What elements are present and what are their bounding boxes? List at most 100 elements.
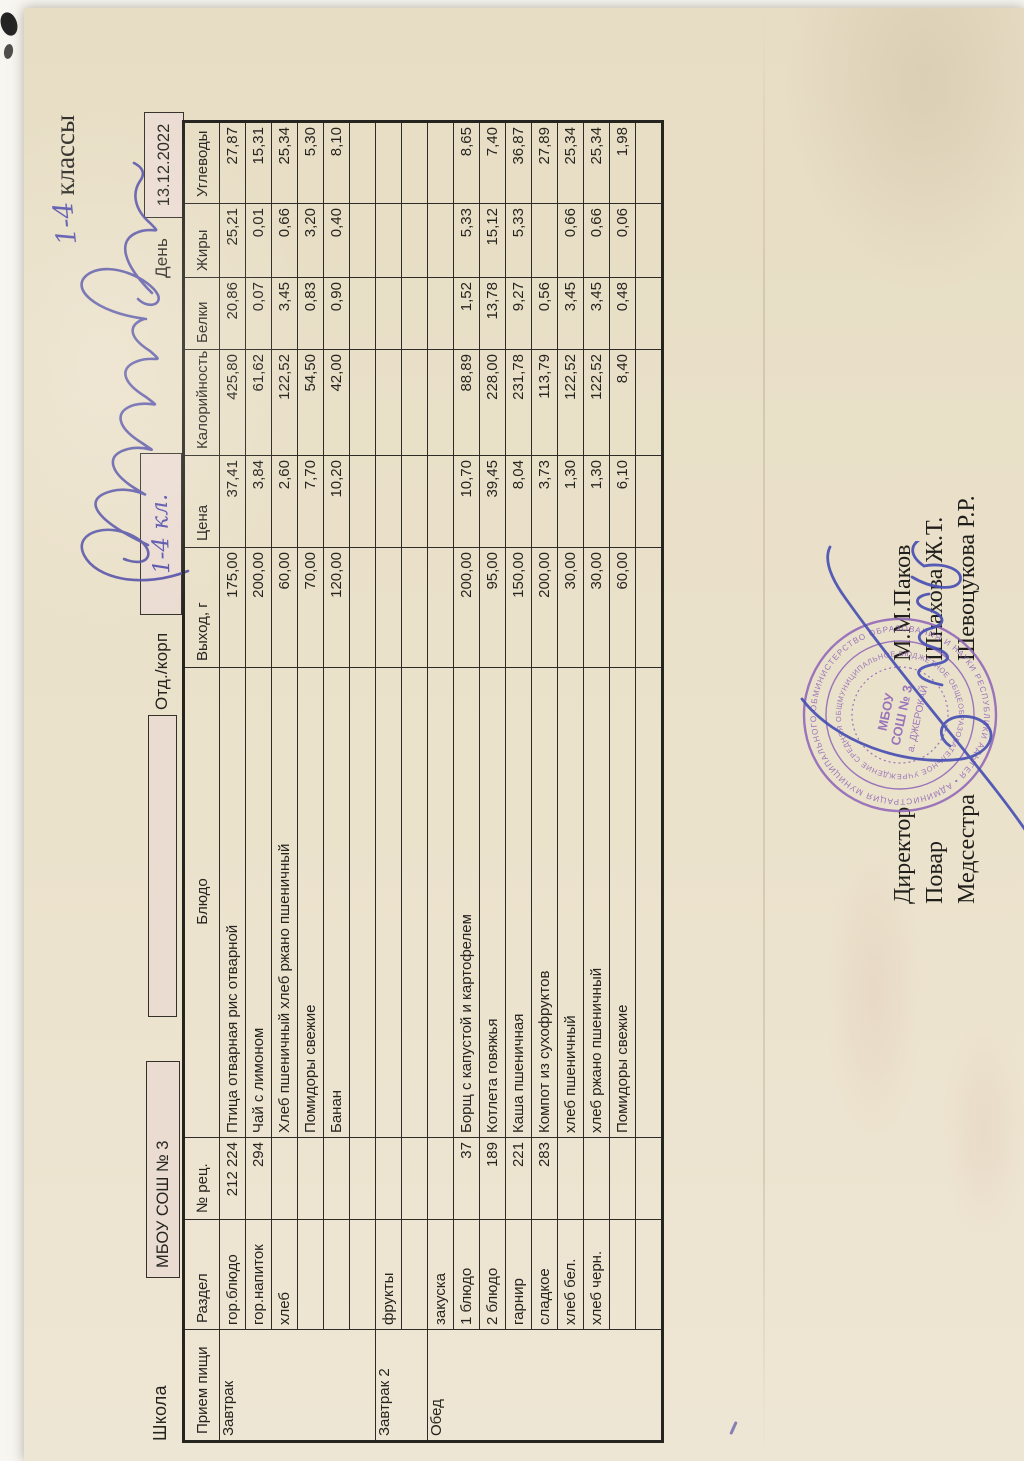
cell-dish: Птица отварная рис отварной bbox=[219, 667, 246, 1138]
column-header: Калорийность bbox=[183, 349, 220, 456]
cell-rec bbox=[323, 1137, 350, 1220]
cell-rec bbox=[557, 1137, 584, 1220]
menu-row: Обед закуска bbox=[427, 121, 663, 1442]
cell-price bbox=[375, 455, 402, 548]
cell-razdel: фрукты bbox=[375, 1219, 402, 1330]
handwritten-approval-signature bbox=[80, 161, 190, 582]
cell-protein: 0,83 bbox=[297, 277, 324, 350]
column-header: № рец. bbox=[183, 1137, 220, 1220]
menu-row: хлеб бел. хлеб пшеничный 30,00 1,30 122,52 3,… bbox=[557, 121, 584, 1442]
cell-carbs: 8,65 bbox=[453, 121, 480, 204]
cell-price: 10,70 bbox=[453, 455, 480, 548]
cell-razdel: хлеб бел. bbox=[557, 1219, 584, 1330]
cell-kcal bbox=[349, 349, 376, 456]
cell-dish: Хлеб пшеничный хлеб ржано пшеничный bbox=[271, 667, 298, 1138]
cell-razdel: 1 блюдо bbox=[453, 1219, 480, 1330]
cell-out bbox=[427, 547, 454, 668]
cell-dish: Банан bbox=[323, 667, 350, 1138]
cell-carbs: 25,34 bbox=[557, 121, 584, 204]
cell-rec bbox=[609, 1137, 636, 1220]
cell-protein bbox=[427, 277, 454, 350]
menu-table-header-row: Прием пищи Раздел № рец. Блюдо Выход, г Цена К… bbox=[183, 121, 220, 1442]
cell-rec bbox=[583, 1137, 610, 1220]
school-label: Школа bbox=[150, 1385, 170, 1441]
cell-out: 30,00 bbox=[583, 547, 610, 668]
menu-row: 1 блюдо 37 Борщ с капустой и картофелем 200… bbox=[453, 121, 480, 1442]
column-header: Блюдо bbox=[183, 667, 220, 1138]
cell-rec bbox=[375, 1137, 402, 1220]
cell-kcal: 54,50 bbox=[297, 349, 324, 456]
cell-carbs bbox=[635, 121, 663, 204]
cell-fat bbox=[635, 203, 663, 278]
cell-razdel bbox=[297, 1219, 324, 1330]
cell-kcal: 88,89 bbox=[453, 349, 480, 456]
menu-table: Прием пищи Раздел № рец. Блюдо Выход, г Цена К… bbox=[182, 120, 664, 1443]
cell-out: 95,00 bbox=[479, 547, 506, 668]
cell-fat: 0,01 bbox=[245, 203, 272, 278]
cell-protein: 0,90 bbox=[323, 277, 350, 350]
cell-kcal: 42,00 bbox=[323, 349, 350, 456]
column-header: Белки bbox=[183, 277, 220, 350]
cell-fat bbox=[349, 203, 376, 278]
handwritten-ink-signatures bbox=[800, 541, 1024, 839]
cell-protein: 0,07 bbox=[245, 277, 272, 350]
cell-dish: хлеб пшеничный bbox=[557, 667, 584, 1138]
cell-dish bbox=[349, 667, 376, 1138]
cell-carbs bbox=[427, 121, 454, 204]
cell-fat: 5,33 bbox=[505, 203, 532, 278]
cell-protein: 13,78 bbox=[479, 277, 506, 350]
cell-protein: 20,86 bbox=[219, 277, 246, 350]
cell-price: 3,84 bbox=[245, 455, 272, 548]
cell-carbs: 5,30 bbox=[297, 121, 324, 204]
cell-kcal: 113,79 bbox=[531, 349, 558, 456]
cell-fat bbox=[427, 203, 454, 278]
cell-carbs: 25,34 bbox=[271, 121, 298, 204]
cell-razdel: хлеб черн. bbox=[583, 1219, 610, 1330]
scan-edge-smudge bbox=[2, 43, 15, 60]
cell-price: 1,30 bbox=[557, 455, 584, 548]
cell-fat bbox=[531, 203, 558, 278]
menu-row: гарнир 221 Каша пшеничная 150,00 8,04 231,78 9… bbox=[505, 121, 532, 1442]
cell-fat: 25,21 bbox=[219, 203, 246, 278]
cell-price: 37,41 bbox=[219, 455, 246, 548]
cell-razdel bbox=[609, 1219, 636, 1330]
cell-carbs bbox=[349, 121, 376, 204]
cell-razdel bbox=[323, 1219, 350, 1330]
cell-fat: 15,12 bbox=[479, 203, 506, 278]
cell-dish: Борщ с капустой и картофелем bbox=[453, 667, 480, 1138]
cell-fat: 3,20 bbox=[297, 203, 324, 278]
cell-price: 39,45 bbox=[479, 455, 506, 548]
meal-name-cell: Завтрак bbox=[219, 1329, 376, 1442]
cell-kcal: 425,80 bbox=[219, 349, 246, 456]
cell-carbs: 7,40 bbox=[479, 121, 506, 204]
cell-dish: Чай с лимоном bbox=[245, 667, 272, 1138]
cell-out: 200,00 bbox=[245, 547, 272, 668]
cell-razdel: сладкое bbox=[531, 1219, 558, 1330]
cell-rec: 283 bbox=[531, 1137, 558, 1220]
cell-carbs: 27,87 bbox=[219, 121, 246, 204]
cell-razdel: закуска bbox=[427, 1219, 454, 1330]
cell-rec bbox=[271, 1137, 298, 1220]
cell-protein: 3,45 bbox=[557, 277, 584, 350]
cell-out: 70,00 bbox=[297, 547, 324, 668]
column-header: Выход, г bbox=[183, 547, 220, 668]
cell-razdel bbox=[401, 1219, 428, 1330]
school-name: МБОУ СОШ № 3 bbox=[153, 1140, 172, 1268]
cell-rec: 189 bbox=[479, 1137, 506, 1220]
cell-protein: 0,48 bbox=[609, 277, 636, 350]
cell-razdel: гор.блюдо bbox=[219, 1219, 246, 1330]
menu-row: хлеб черн. хлеб ржано пшеничный 30,00 1,30 1… bbox=[583, 121, 610, 1442]
cell-dish: хлеб ржано пшеничный bbox=[583, 667, 610, 1138]
cell-razdel: гарнир bbox=[505, 1219, 532, 1330]
cell-dish bbox=[375, 667, 402, 1138]
menu-row: гор.напиток 294 Чай с лимоном 200,00 3,84 61,… bbox=[245, 121, 272, 1442]
cell-dish bbox=[401, 667, 428, 1138]
cell-kcal bbox=[427, 349, 454, 456]
meal-name-cell: Обед bbox=[427, 1329, 663, 1442]
cell-kcal: 8,40 bbox=[609, 349, 636, 456]
dept-corp-label: Отд./корп bbox=[152, 632, 171, 710]
cell-rec: 221 bbox=[505, 1137, 532, 1220]
cell-price: 3,73 bbox=[531, 455, 558, 548]
cell-kcal: 122,52 bbox=[557, 349, 584, 456]
